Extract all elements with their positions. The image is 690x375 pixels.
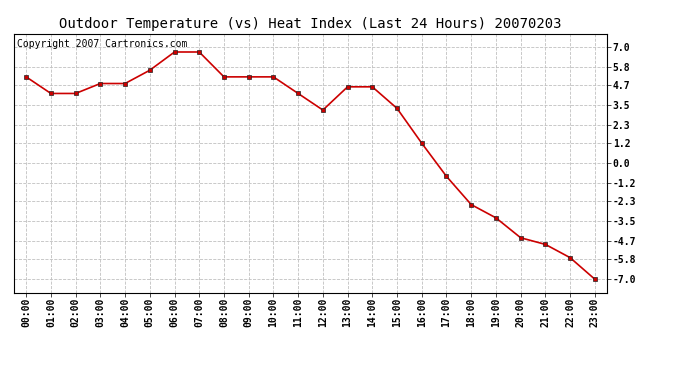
Title: Outdoor Temperature (vs) Heat Index (Last 24 Hours) 20070203: Outdoor Temperature (vs) Heat Index (Las…: [59, 17, 562, 31]
Text: Copyright 2007 Cartronics.com: Copyright 2007 Cartronics.com: [17, 39, 187, 49]
